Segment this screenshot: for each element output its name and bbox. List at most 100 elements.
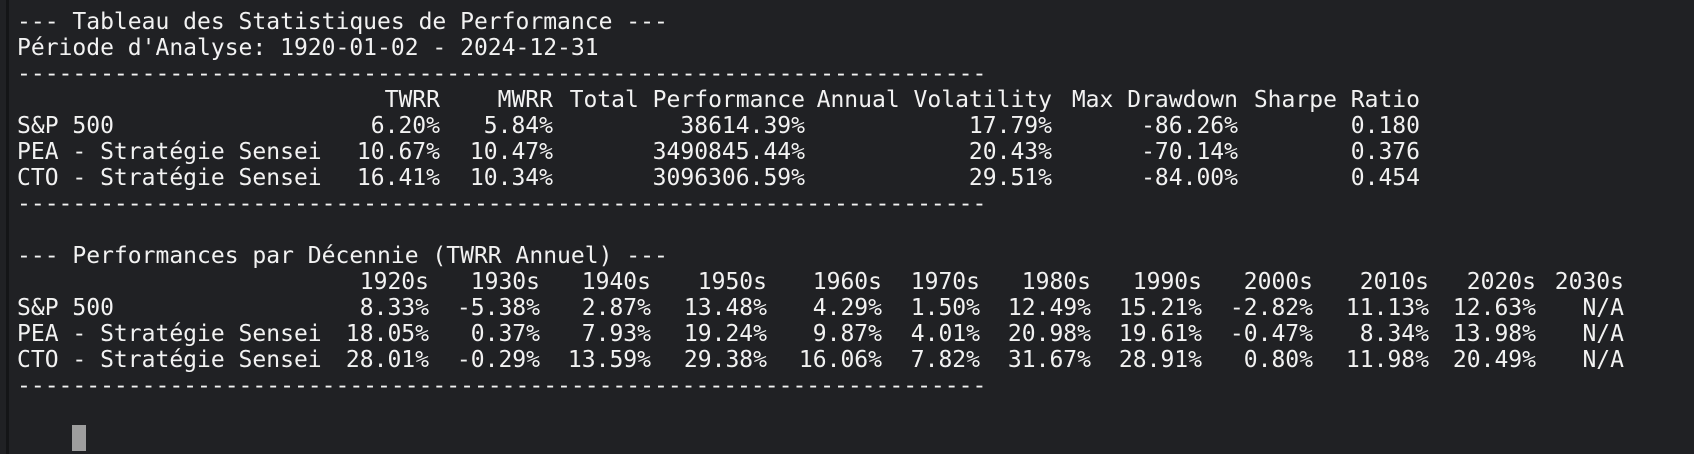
table-cell: 31.67% — [1007, 347, 1091, 373]
column-header: 2020s — [1466, 269, 1536, 295]
table-cell: 0.180 — [1350, 113, 1420, 139]
table-cell: 0.80% — [1243, 347, 1313, 373]
row-label: CTO - Stratégie Sensei — [17, 165, 322, 191]
table-cell: N/A — [1582, 321, 1624, 347]
analysis-period: Période d'Analyse: 1920-01-02 - 2024-12-… — [17, 35, 599, 61]
prompt-line — [17, 399, 1694, 451]
table-cell: 7.82% — [910, 347, 980, 373]
table-cell: -86.26% — [1141, 113, 1238, 139]
table-cell: -84.00% — [1141, 165, 1238, 191]
row-label: PEA - Stratégie Sensei — [17, 321, 322, 347]
table-cell: 20.98% — [1007, 321, 1091, 347]
table-cell: 3490845.44% — [652, 139, 805, 165]
table-cell: 2.87% — [581, 295, 651, 321]
table-cell: 12.49% — [1007, 295, 1091, 321]
column-header: 1950s — [697, 269, 767, 295]
column-header-spacer — [17, 269, 323, 295]
column-header: 2030s — [1554, 269, 1624, 295]
terminal-cursor — [72, 425, 87, 451]
table-cell: 28.01% — [345, 347, 429, 373]
table-cell: 10.67% — [356, 139, 440, 165]
decades-title: --- Performances par Décennie (TWRR Annu… — [17, 243, 668, 269]
table-row: CTO - Stratégie Sensei 16.41% 10.34% 309630… — [17, 165, 1420, 191]
row-label: S&P 500 — [17, 295, 114, 321]
table-cell: 19.24% — [683, 321, 767, 347]
table-cell: 8.34% — [1359, 321, 1429, 347]
table-cell: N/A — [1582, 347, 1624, 373]
table-cell: 7.93% — [581, 321, 651, 347]
table-row: CTO - Stratégie Sensei 28.01% -0.29% 13.59%… — [17, 347, 1624, 373]
table-cell: 0.376 — [1350, 139, 1420, 165]
table-cell: 13.98% — [1452, 321, 1536, 347]
table-cell: 1.50% — [910, 295, 980, 321]
table-cell: 16.41% — [356, 165, 440, 191]
table-cell: 4.01% — [910, 321, 980, 347]
table-cell: 18.05% — [345, 321, 429, 347]
table-cell: 17.79% — [968, 113, 1052, 139]
table-row: PEA - Stratégie Sensei 10.67% 10.47% 349084… — [17, 139, 1420, 165]
table-cell: 8.33% — [359, 295, 429, 321]
column-header: TWRR — [384, 87, 440, 113]
table-cell: -0.29% — [456, 347, 540, 373]
table-cell: 10.47% — [469, 139, 553, 165]
table-cell: 9.87% — [812, 321, 882, 347]
column-header: 1990s — [1132, 269, 1202, 295]
table-cell: 20.43% — [968, 139, 1052, 165]
table-row: PEA - Stratégie Sensei 18.05% 0.37% 7.93% 19… — [17, 321, 1624, 347]
divider-line: ----------------------------------------… — [17, 61, 987, 87]
table-cell: 6.20% — [370, 113, 440, 139]
table-header-row: TWRR MWRR Total Performance Annual Volatili… — [17, 87, 1420, 113]
table-cell: 16.06% — [798, 347, 882, 373]
table-cell: 0.454 — [1350, 165, 1420, 191]
table-cell: 10.34% — [469, 165, 553, 191]
table-cell: 3096306.59% — [652, 165, 805, 191]
table-cell: N/A — [1582, 295, 1624, 321]
table-cell: 38614.39% — [680, 113, 805, 139]
column-header: 2010s — [1359, 269, 1429, 295]
column-header: Total Performance — [569, 87, 805, 113]
column-header: Annual Volatility — [816, 87, 1052, 113]
table-cell: 20.49% — [1452, 347, 1536, 373]
table-cell: 12.63% — [1452, 295, 1536, 321]
column-header: MWRR — [497, 87, 553, 113]
table-cell: 19.61% — [1118, 321, 1202, 347]
table-header-row: 1920s 1930s 1940s 1950s 1960s 1970s 1980s 1990s… — [17, 269, 1624, 295]
table-cell: 29.38% — [683, 347, 767, 373]
stats-title: --- Tableau des Statistiques de Performa… — [17, 9, 668, 35]
decades-table: 1920s 1930s 1940s 1950s 1960s 1970s 1980s 1990s… — [17, 269, 1624, 373]
column-header: 1920s — [359, 269, 429, 295]
blank-line — [17, 217, 1694, 243]
table-cell: 0.37% — [470, 321, 540, 347]
table-row: S&P 500 6.20% 5.84% 38614.39% 17.79% -86.26% 0… — [17, 113, 1420, 139]
table-cell: -5.38% — [456, 295, 540, 321]
column-header: Max Drawdown — [1071, 87, 1238, 113]
column-header: 1960s — [812, 269, 882, 295]
table-cell: 29.51% — [968, 165, 1052, 191]
divider-line: ----------------------------------------… — [17, 191, 987, 217]
table-cell: -0.47% — [1229, 321, 1313, 347]
terminal-left-edge — [6, 0, 9, 454]
stats-table: TWRR MWRR Total Performance Annual Volatili… — [17, 87, 1420, 191]
row-label: CTO - Stratégie Sensei — [17, 347, 322, 373]
column-header-spacer — [17, 87, 323, 113]
column-header: 1970s — [910, 269, 980, 295]
row-label: PEA - Stratégie Sensei — [17, 139, 322, 165]
table-cell: 13.48% — [683, 295, 767, 321]
table-cell: 13.59% — [567, 347, 651, 373]
divider-line: ----------------------------------------… — [17, 373, 987, 399]
column-header: 1940s — [581, 269, 651, 295]
column-header: 1980s — [1021, 269, 1091, 295]
column-header: 1930s — [470, 269, 540, 295]
table-cell: 5.84% — [483, 113, 553, 139]
row-label: S&P 500 — [17, 113, 114, 139]
stats-section: --- Tableau des Statistiques de Performa… — [17, 9, 1694, 217]
decades-section: --- Performances par Décennie (TWRR Annu… — [17, 243, 1694, 399]
table-cell: -2.82% — [1229, 295, 1313, 321]
column-header: 2000s — [1243, 269, 1313, 295]
table-cell: 11.13% — [1345, 295, 1429, 321]
table-cell: 28.91% — [1118, 347, 1202, 373]
table-cell: 4.29% — [812, 295, 882, 321]
column-header: Sharpe Ratio — [1253, 87, 1420, 113]
table-row: S&P 500 8.33% -5.38% 2.87% 13.48% 4.29% 1.50% 1… — [17, 295, 1624, 321]
